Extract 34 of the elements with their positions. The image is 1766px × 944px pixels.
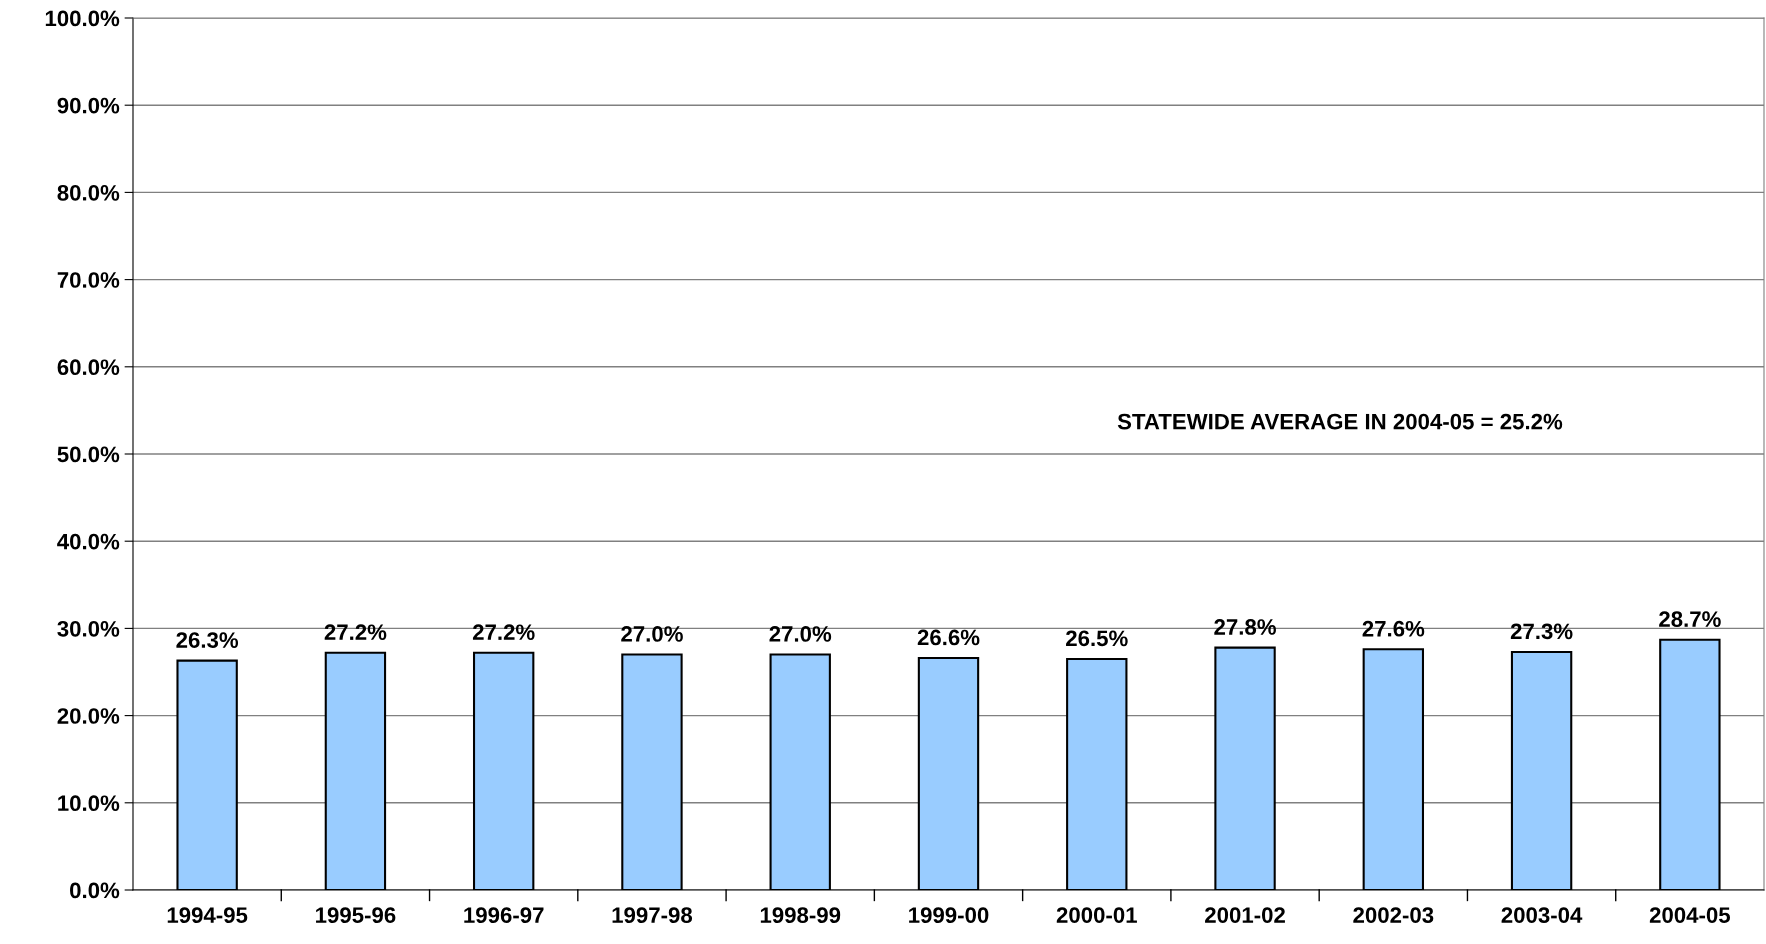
x-tick-label: 1994-95 <box>167 907 248 923</box>
x-tick-label: 1996-97 <box>464 907 544 923</box>
x-tick-label: 1997-98 <box>612 907 693 923</box>
data-label: 27.8% <box>1214 619 1276 635</box>
x-tick-label: 1998-99 <box>760 907 841 923</box>
x-tick-label: 2001-02 <box>1205 907 1285 923</box>
data-label: 27.6% <box>1362 620 1425 637</box>
data-label: 27.2% <box>324 624 387 641</box>
data-label: 27.0% <box>769 626 832 642</box>
y-tick-label: 90.0% <box>57 97 120 114</box>
data-label: 26.6% <box>917 629 980 646</box>
annotation: STATEWIDE AVERAGE IN 2004-05 = 25.2% <box>1117 413 1563 430</box>
x-tick-label: 1999-00 <box>909 907 989 923</box>
data-label: 27.3% <box>1510 623 1573 640</box>
y-tick-label: 70.0% <box>57 272 120 288</box>
y-tick-label: 50.0% <box>57 446 120 463</box>
data-label: 27.2% <box>472 624 535 641</box>
y-tick-label: 40.0% <box>57 533 120 550</box>
x-tick-label: 2002-03 <box>1353 907 1434 924</box>
y-tick-label: 30.0% <box>57 620 120 637</box>
x-tick-label: 2000-01 <box>1056 907 1137 923</box>
y-tick-label: 20.0% <box>57 708 120 724</box>
x-tick-label: 2003-04 <box>1501 907 1583 924</box>
y-tick-label: 60.0% <box>57 359 120 376</box>
data-label: 28.7% <box>1659 611 1721 628</box>
data-label: 27.0% <box>621 626 683 642</box>
x-tick-label: 1995-96 <box>316 907 396 923</box>
y-tick-label: 80.0% <box>57 184 120 201</box>
y-tick-label: 100.0% <box>45 10 120 27</box>
y-tick-label: 10.0% <box>58 795 120 812</box>
data-label: 26.5% <box>1066 630 1128 647</box>
data-label: 26.3% <box>176 632 239 648</box>
y-tick-label: 0.0% <box>70 882 120 899</box>
x-tick-label: 2004-05 <box>1649 907 1731 923</box>
